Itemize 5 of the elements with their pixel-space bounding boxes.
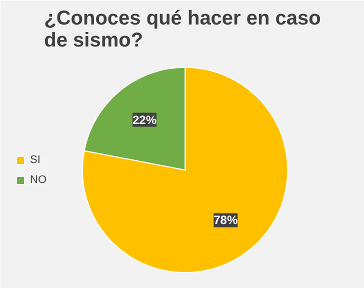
data-label: 78% bbox=[214, 213, 238, 228]
data-label: 22% bbox=[132, 112, 157, 127]
chart-title: ¿Conoces qué hacer en caso de sismo? bbox=[44, 8, 321, 52]
legend-label: SI bbox=[30, 154, 42, 166]
legend-label: NO bbox=[30, 174, 48, 186]
